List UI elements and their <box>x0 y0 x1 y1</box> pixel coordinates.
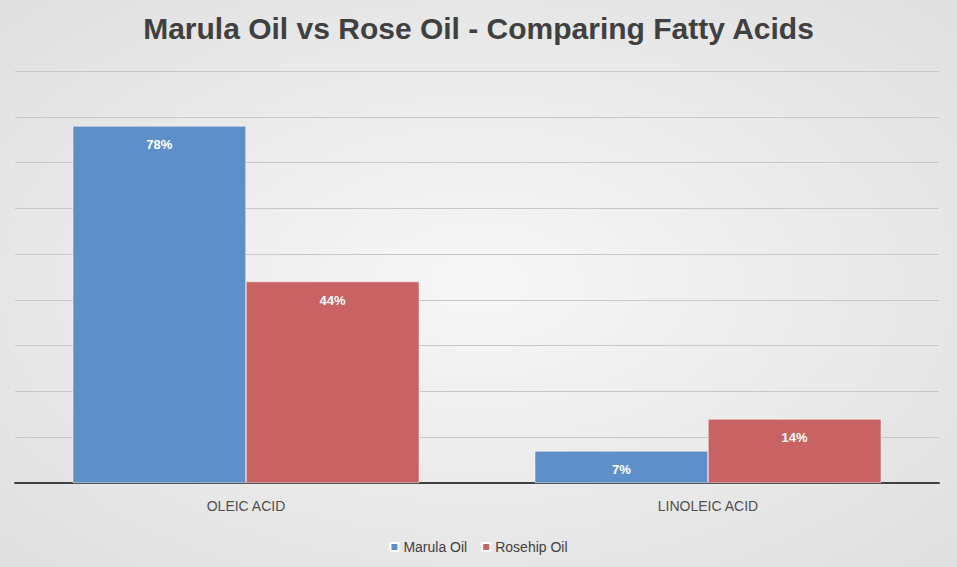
svg-text:Rosehip Oil: Rosehip Oil <box>495 539 567 555</box>
svg-text:OLEIC ACID: OLEIC ACID <box>207 498 286 514</box>
svg-text:Marula Oil vs Rose Oil - Compa: Marula Oil vs Rose Oil - Comparing Fatty… <box>143 12 814 45</box>
svg-text:14%: 14% <box>782 430 808 445</box>
svg-text:7%: 7% <box>612 462 631 477</box>
svg-text:44%: 44% <box>320 293 346 308</box>
svg-text:Marula Oil: Marula Oil <box>403 539 467 555</box>
svg-text:78%: 78% <box>146 137 172 152</box>
svg-text:LINOLEIC ACID: LINOLEIC ACID <box>658 498 758 514</box>
